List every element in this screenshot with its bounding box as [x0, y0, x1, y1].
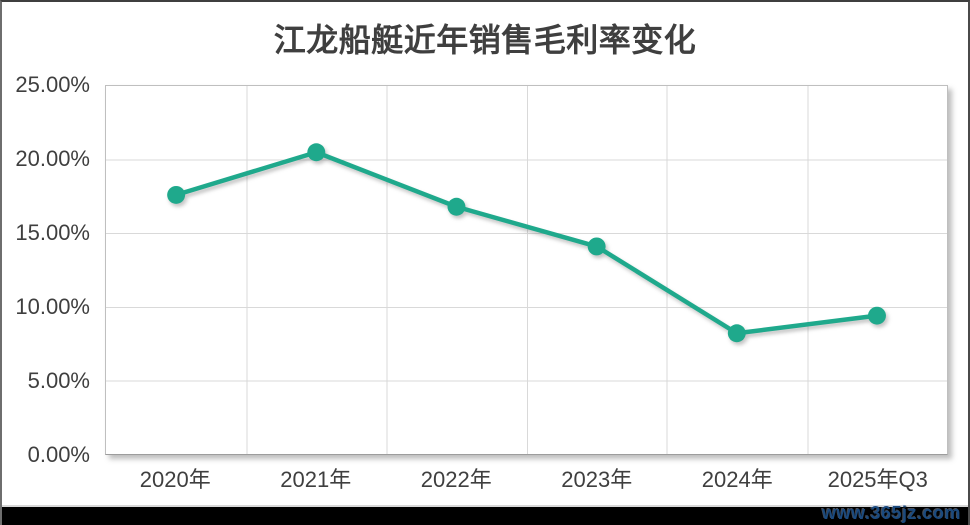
bottom-bar	[2, 505, 968, 525]
data-point-marker-2023年	[587, 237, 606, 256]
y-tick-label: 10.00%	[15, 294, 90, 319]
data-point-marker-2020年	[167, 185, 186, 204]
plot-area	[105, 85, 948, 455]
x-tick-label: 2020年	[139, 467, 211, 492]
data-point-marker-2025年Q3	[867, 306, 886, 325]
data-point-marker-2024年	[727, 324, 746, 343]
gross-margin-series	[167, 143, 886, 343]
y-tick-label: 5.00%	[27, 368, 90, 393]
x-tick-label: 2023年	[561, 467, 633, 492]
x-tick-label: 2021年	[280, 467, 352, 492]
y-tick-label: 15.00%	[15, 220, 90, 245]
series-line	[173, 150, 880, 336]
watermark-text: www.365jz.com	[822, 503, 961, 523]
line-chart-canvas	[106, 86, 947, 454]
chart-title: 江龙船艇近年销售毛利率变化	[273, 22, 697, 58]
x-tick-label: 2024年	[701, 467, 773, 492]
data-point-marker-2022年	[447, 197, 466, 216]
y-tick-label: 25.00%	[15, 72, 90, 97]
y-tick-label: 0.00%	[27, 442, 90, 467]
y-tick-label: 20.00%	[15, 146, 90, 171]
data-point-marker-2021年	[307, 143, 326, 162]
x-tick-label: 2022年	[420, 467, 492, 492]
x-tick-label: 2025年Q3	[827, 467, 928, 492]
